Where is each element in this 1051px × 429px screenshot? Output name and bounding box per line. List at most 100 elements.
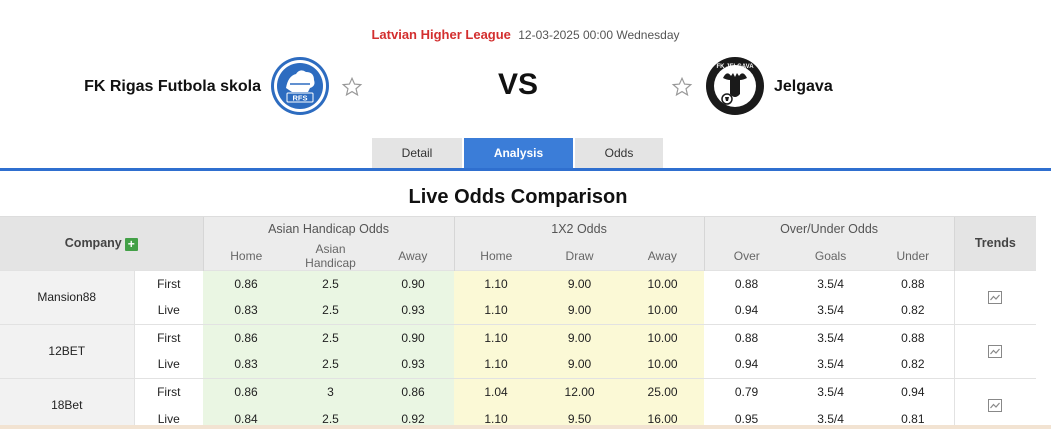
subheader-ah-home: Home xyxy=(202,241,290,270)
trend-button[interactable] xyxy=(953,323,1037,378)
odds-cell: 0.93 xyxy=(372,351,455,378)
odds-cell: 0.90 xyxy=(372,323,455,351)
favorite-star-icon[interactable] xyxy=(341,76,363,98)
table-row: Mansion88 First 0.86 2.5 0.90 1.10 9.00 … xyxy=(0,269,1037,324)
odds-cell: 2.5 xyxy=(289,269,373,297)
home-team-name[interactable]: FK Rigas Futbola skola xyxy=(84,78,261,95)
home-team-logo[interactable]: RFS xyxy=(270,56,330,116)
odds-cell: 0.94 xyxy=(704,351,790,378)
trends-header: Trends xyxy=(953,216,1037,270)
match-header: Latvian Higher League 12-03-2025 00:00 W… xyxy=(0,0,1051,168)
company-name[interactable]: 12BET xyxy=(0,323,135,378)
odds-cell: 0.86 xyxy=(203,323,290,351)
trend-chart-icon xyxy=(988,399,1003,413)
odds-cell: 2.5 xyxy=(289,297,373,324)
company-name[interactable]: Mansion88 xyxy=(0,269,135,324)
odds-table: Company + Asian Handicap Odds 1X2 Odds Ov… xyxy=(0,216,1037,429)
add-company-icon[interactable]: + xyxy=(124,237,138,251)
odds-cell: 10.00 xyxy=(621,297,705,324)
table-row: 18Bet First 0.86 3 0.86 1.04 12.00 25.00… xyxy=(0,377,1037,429)
trend-button[interactable] xyxy=(953,269,1037,324)
odds-cell: 0.88 xyxy=(872,269,955,297)
table-row: Live 0.83 2.5 0.93 1.10 9.00 10.00 0.94 … xyxy=(0,351,1036,378)
1x2-header: 1X2 Odds xyxy=(453,216,705,242)
subheader-ou-over: Over xyxy=(703,241,790,270)
odds-cell: 0.86 xyxy=(372,377,455,405)
section-title: Live Odds Comparison xyxy=(408,186,628,208)
odds-cell: 0.86 xyxy=(203,377,290,405)
away-team-name[interactable]: Jelgava xyxy=(774,78,833,95)
trend-chart-icon xyxy=(988,291,1003,305)
favorite-star-icon[interactable] xyxy=(671,76,693,98)
asian-handicap-header: Asian Handicap Odds xyxy=(202,216,455,242)
odds-cell: 0.86 xyxy=(203,269,290,297)
odds-cell: 1.10 xyxy=(454,297,539,324)
odds-cell: 1.10 xyxy=(454,269,539,297)
tab-underline xyxy=(0,168,1051,171)
trend-chart-icon xyxy=(988,345,1003,359)
odds-cell: 0.94 xyxy=(704,297,790,324)
odds-cell: 25.00 xyxy=(621,377,705,405)
match-tabs: Detail Analysis Odds xyxy=(372,138,665,169)
odds-cell: 0.88 xyxy=(704,269,790,297)
odds-type-label: Live xyxy=(134,297,204,324)
odds-cell: 0.94 xyxy=(872,377,955,405)
versus-label: VS xyxy=(497,68,539,101)
odds-cell: 2.5 xyxy=(289,323,373,351)
odds-cell: 3.5/4 xyxy=(789,297,873,324)
odds-cell: 0.93 xyxy=(372,297,455,324)
odds-cell: 0.83 xyxy=(203,297,290,324)
tab-detail[interactable]: Detail xyxy=(372,138,462,169)
company-name[interactable]: 18Bet xyxy=(0,377,135,429)
table-row: Live 0.83 2.5 0.93 1.10 9.00 10.00 0.94 … xyxy=(0,297,1036,324)
tab-odds[interactable]: Odds xyxy=(575,138,663,169)
away-team-logo[interactable]: FK JELGAVA xyxy=(705,56,765,116)
odds-cell: 3.5/4 xyxy=(789,351,873,378)
odds-type-label: First xyxy=(134,323,204,351)
odds-cell: 3.5/4 xyxy=(789,269,873,297)
odds-cell: 9.00 xyxy=(538,269,622,297)
odds-cell: 0.83 xyxy=(203,351,290,378)
odds-cell: 10.00 xyxy=(621,351,705,378)
svg-text:FK JELGAVA: FK JELGAVA xyxy=(716,64,754,70)
odds-type-label: First xyxy=(134,377,204,405)
odds-cell: 9.00 xyxy=(538,323,622,351)
subheader-1x2-home: Home xyxy=(453,241,539,270)
odds-cell: 3.5/4 xyxy=(789,323,873,351)
odds-cell: 1.10 xyxy=(454,351,539,378)
odds-cell: 9.00 xyxy=(538,297,622,324)
subheader-ah-away: Away xyxy=(372,241,455,270)
odds-cell: 2.5 xyxy=(289,351,373,378)
odds-cell: 0.88 xyxy=(704,323,790,351)
odds-cell: 0.79 xyxy=(704,377,790,405)
subheader-1x2-away: Away xyxy=(621,241,705,270)
odds-cell: 1.04 xyxy=(454,377,539,405)
subheader-ou-under: Under xyxy=(872,241,955,270)
trend-button[interactable] xyxy=(953,377,1037,429)
match-datetime: 12-03-2025 00:00 xyxy=(518,28,613,42)
odds-cell: 0.90 xyxy=(372,269,455,297)
subheader-1x2-draw: Draw xyxy=(538,241,622,270)
odds-cell: 0.82 xyxy=(872,297,955,324)
odds-type-label: Live xyxy=(134,351,204,378)
tab-analysis[interactable]: Analysis xyxy=(464,138,573,169)
svg-text:RFS: RFS xyxy=(293,94,308,103)
subheader-ou-goals: Goals xyxy=(789,241,873,270)
odds-cell: 10.00 xyxy=(621,269,705,297)
odds-cell: 12.00 xyxy=(538,377,622,405)
odds-cell: 0.82 xyxy=(872,351,955,378)
match-weekday: Wednesday xyxy=(616,28,680,42)
odds-cell: 0.88 xyxy=(872,323,955,351)
odds-cell: 1.10 xyxy=(454,323,539,351)
odds-type-label: First xyxy=(134,269,204,297)
league-name[interactable]: Latvian Higher League xyxy=(371,27,511,42)
bottom-strip xyxy=(0,425,1051,429)
odds-cell: 3.5/4 xyxy=(789,377,873,405)
subheader-ah-handicap: Asian Handicap xyxy=(289,241,373,270)
odds-cell: 3 xyxy=(289,377,373,405)
league-line: Latvian Higher League 12-03-2025 00:00 W… xyxy=(0,27,1051,42)
over-under-header: Over/Under Odds xyxy=(703,216,955,242)
table-row: 12BET First 0.86 2.5 0.90 1.10 9.00 10.0… xyxy=(0,323,1037,378)
company-header: Company + xyxy=(0,216,204,270)
odds-cell: 10.00 xyxy=(621,323,705,351)
